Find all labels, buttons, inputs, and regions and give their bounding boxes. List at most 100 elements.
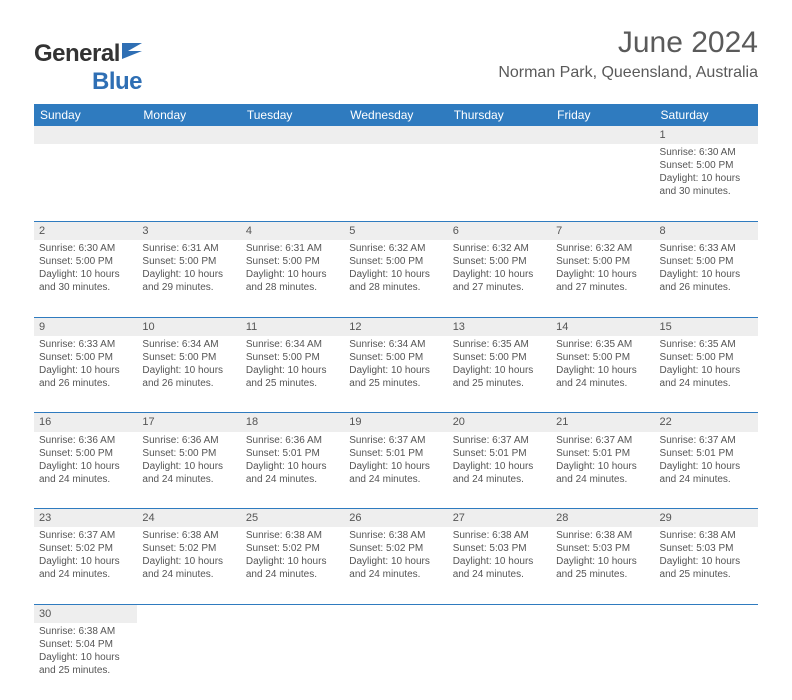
day-cell-body: Sunrise: 6:33 AMSunset: 5:00 PMDaylight:… [39,338,132,390]
day-cell-body: Sunrise: 6:35 AMSunset: 5:00 PMDaylight:… [556,338,649,390]
day-daylight2: and 25 minutes. [660,568,753,581]
day-sunset: Sunset: 5:04 PM [39,638,132,651]
day-daylight2: and 25 minutes. [39,664,132,677]
day-sunset: Sunset: 5:03 PM [556,542,649,555]
day-cell-body: Sunrise: 6:35 AMSunset: 5:00 PMDaylight:… [660,338,753,390]
day-cell-body: Sunrise: 6:38 AMSunset: 5:02 PMDaylight:… [142,529,235,581]
day-sunrise: Sunrise: 6:33 AM [660,242,753,255]
day-header: Friday [551,104,654,126]
day-number-cell: 19 [344,413,447,432]
day-cell-body: Sunrise: 6:31 AMSunset: 5:00 PMDaylight:… [142,242,235,294]
day-number-cell: 3 [137,221,240,240]
day-cell [344,623,447,700]
location-line: Norman Park, Queensland, Australia [498,64,758,82]
day-cell-body: Sunrise: 6:38 AMSunset: 5:03 PMDaylight:… [556,529,649,581]
day-sunset: Sunset: 5:01 PM [349,447,442,460]
day-daylight2: and 25 minutes. [246,377,339,390]
week-daynum-row: 23242526272829 [34,509,758,528]
day-cell: Sunrise: 6:34 AMSunset: 5:00 PMDaylight:… [137,336,240,413]
day-sunrise: Sunrise: 6:36 AM [142,434,235,447]
day-cell: Sunrise: 6:38 AMSunset: 5:02 PMDaylight:… [241,527,344,604]
day-number-cell: 4 [241,221,344,240]
day-cell: Sunrise: 6:35 AMSunset: 5:00 PMDaylight:… [448,336,551,413]
day-sunrise: Sunrise: 6:35 AM [556,338,649,351]
day-cell: Sunrise: 6:38 AMSunset: 5:02 PMDaylight:… [137,527,240,604]
day-cell [655,623,758,700]
day-number-cell: 15 [655,317,758,336]
day-daylight1: Daylight: 10 hours [660,555,753,568]
day-sunrise: Sunrise: 6:31 AM [246,242,339,255]
day-cell-body: Sunrise: 6:38 AMSunset: 5:04 PMDaylight:… [39,625,132,677]
day-cell: Sunrise: 6:37 AMSunset: 5:01 PMDaylight:… [344,432,447,509]
day-cell [551,623,654,700]
day-sunset: Sunset: 5:02 PM [39,542,132,555]
day-number-cell [241,604,344,623]
day-sunset: Sunset: 5:00 PM [246,255,339,268]
day-sunset: Sunset: 5:01 PM [660,447,753,460]
day-daylight1: Daylight: 10 hours [453,555,546,568]
calendar-table: Sunday Monday Tuesday Wednesday Thursday… [34,104,758,700]
day-cell-body: Sunrise: 6:37 AMSunset: 5:01 PMDaylight:… [556,434,649,486]
day-sunset: Sunset: 5:00 PM [660,255,753,268]
day-cell-body: Sunrise: 6:38 AMSunset: 5:03 PMDaylight:… [660,529,753,581]
day-number-cell [551,604,654,623]
day-daylight1: Daylight: 10 hours [349,460,442,473]
day-daylight1: Daylight: 10 hours [556,555,649,568]
day-daylight2: and 24 minutes. [660,377,753,390]
day-number-cell [241,126,344,144]
day-daylight1: Daylight: 10 hours [349,268,442,281]
day-number-cell: 1 [655,126,758,144]
brand-part2: Blue [92,68,142,96]
day-sunrise: Sunrise: 6:37 AM [39,529,132,542]
day-cell-body: Sunrise: 6:32 AMSunset: 5:00 PMDaylight:… [453,242,546,294]
day-cell-body: Sunrise: 6:32 AMSunset: 5:00 PMDaylight:… [349,242,442,294]
day-sunrise: Sunrise: 6:34 AM [349,338,442,351]
day-sunset: Sunset: 5:02 PM [246,542,339,555]
day-sunset: Sunset: 5:00 PM [142,255,235,268]
day-cell: Sunrise: 6:37 AMSunset: 5:01 PMDaylight:… [655,432,758,509]
day-number-cell: 6 [448,221,551,240]
day-number-cell: 29 [655,509,758,528]
week-daynum-row: 1 [34,126,758,144]
day-cell: Sunrise: 6:38 AMSunset: 5:03 PMDaylight:… [551,527,654,604]
day-cell [448,144,551,221]
day-sunrise: Sunrise: 6:35 AM [453,338,546,351]
week-content-row: Sunrise: 6:30 AMSunset: 5:00 PMDaylight:… [34,144,758,221]
day-cell: Sunrise: 6:30 AMSunset: 5:00 PMDaylight:… [655,144,758,221]
week-content-row: Sunrise: 6:33 AMSunset: 5:00 PMDaylight:… [34,336,758,413]
day-sunset: Sunset: 5:02 PM [142,542,235,555]
day-sunrise: Sunrise: 6:30 AM [39,242,132,255]
day-sunset: Sunset: 5:01 PM [453,447,546,460]
day-daylight2: and 24 minutes. [556,473,649,486]
day-sunrise: Sunrise: 6:34 AM [142,338,235,351]
day-daylight2: and 24 minutes. [349,473,442,486]
day-number-cell: 22 [655,413,758,432]
day-sunrise: Sunrise: 6:38 AM [39,625,132,638]
week-daynum-row: 2345678 [34,221,758,240]
day-daylight2: and 30 minutes. [660,185,753,198]
day-number-cell: 25 [241,509,344,528]
day-sunrise: Sunrise: 6:35 AM [660,338,753,351]
day-cell: Sunrise: 6:34 AMSunset: 5:00 PMDaylight:… [344,336,447,413]
day-sunrise: Sunrise: 6:34 AM [246,338,339,351]
day-cell: Sunrise: 6:36 AMSunset: 5:00 PMDaylight:… [137,432,240,509]
day-daylight1: Daylight: 10 hours [39,555,132,568]
day-number-cell: 26 [344,509,447,528]
week-daynum-row: 9101112131415 [34,317,758,336]
day-cell: Sunrise: 6:33 AMSunset: 5:00 PMDaylight:… [34,336,137,413]
flag-path [122,43,142,59]
day-daylight1: Daylight: 10 hours [453,460,546,473]
day-daylight2: and 24 minutes. [246,473,339,486]
day-number-cell: 30 [34,604,137,623]
day-number-cell: 24 [137,509,240,528]
brand-part1: General [34,40,120,67]
day-cell: Sunrise: 6:31 AMSunset: 5:00 PMDaylight:… [137,240,240,317]
day-daylight2: and 26 minutes. [142,377,235,390]
day-cell-body: Sunrise: 6:37 AMSunset: 5:01 PMDaylight:… [660,434,753,486]
day-sunset: Sunset: 5:00 PM [660,159,753,172]
day-number-cell: 23 [34,509,137,528]
day-daylight2: and 24 minutes. [246,568,339,581]
day-number-cell [137,126,240,144]
day-cell [34,144,137,221]
day-cell: Sunrise: 6:38 AMSunset: 5:02 PMDaylight:… [344,527,447,604]
